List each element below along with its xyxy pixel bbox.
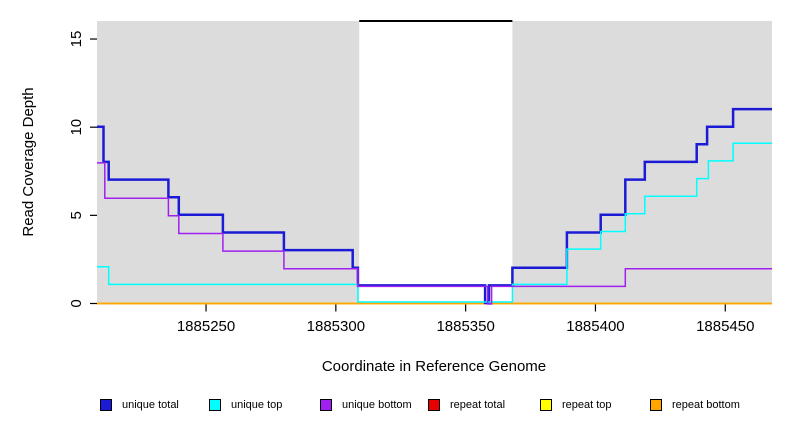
legend-label: repeat bottom	[672, 399, 740, 411]
chart-canvas: 0 5 10 15 1885250 1885300 1885350 1885400 188545…	[20, 20, 772, 375]
y-tick-label: 15	[68, 31, 85, 48]
x-tick-label: 1885250	[177, 318, 235, 335]
x-tick-label: 1885350	[436, 318, 494, 335]
y-tick-label: 5	[68, 211, 85, 219]
legend-label: unique bottom	[342, 399, 412, 411]
legend-item-repeat-top: repeat top	[540, 397, 612, 413]
legend-swatch-icon	[320, 399, 332, 411]
legend-item-unique-top: unique top	[209, 397, 282, 413]
y-tick-label: 10	[68, 119, 85, 136]
legend-swatch-icon	[209, 399, 221, 411]
legend-item-repeat-total: repeat total	[428, 397, 505, 413]
legend-label: repeat total	[450, 399, 506, 411]
series-line-unique-bottom	[97, 162, 772, 305]
series-layer	[97, 107, 772, 305]
x-axis-title: Coordinate in Reference Genome	[322, 358, 546, 375]
y-tick-label: 0	[68, 299, 85, 307]
legend-item-unique-bottom: unique bottom	[320, 397, 412, 413]
chart-legend: unique total unique top unique bottom repea…	[0, 397, 792, 417]
legend-label: unique total	[122, 399, 179, 411]
x-tick-label: 1885300	[307, 318, 365, 335]
legend-swatch-icon	[540, 399, 552, 411]
legend-swatch-icon	[428, 399, 440, 411]
series-line-unique-top	[97, 142, 772, 303]
x-tick-label: 1885400	[566, 318, 624, 335]
x-tick-label: 1885450	[696, 318, 754, 335]
axis-layer: 0 5 10 15 1885250 1885300 1885350 1885400 188545…	[68, 31, 754, 335]
legend-swatch-icon	[100, 399, 112, 411]
legend-label: unique top	[231, 399, 283, 411]
legend-swatch-icon	[650, 399, 662, 411]
highlight-top-marker	[359, 20, 513, 22]
y-axis-title: Read Coverage Depth	[20, 87, 37, 236]
legend-label: repeat top	[562, 399, 612, 411]
highlight-region	[359, 21, 513, 305]
legend-item-unique-total: unique total	[100, 397, 179, 413]
legend-item-repeat-bottom: repeat bottom	[650, 397, 740, 413]
